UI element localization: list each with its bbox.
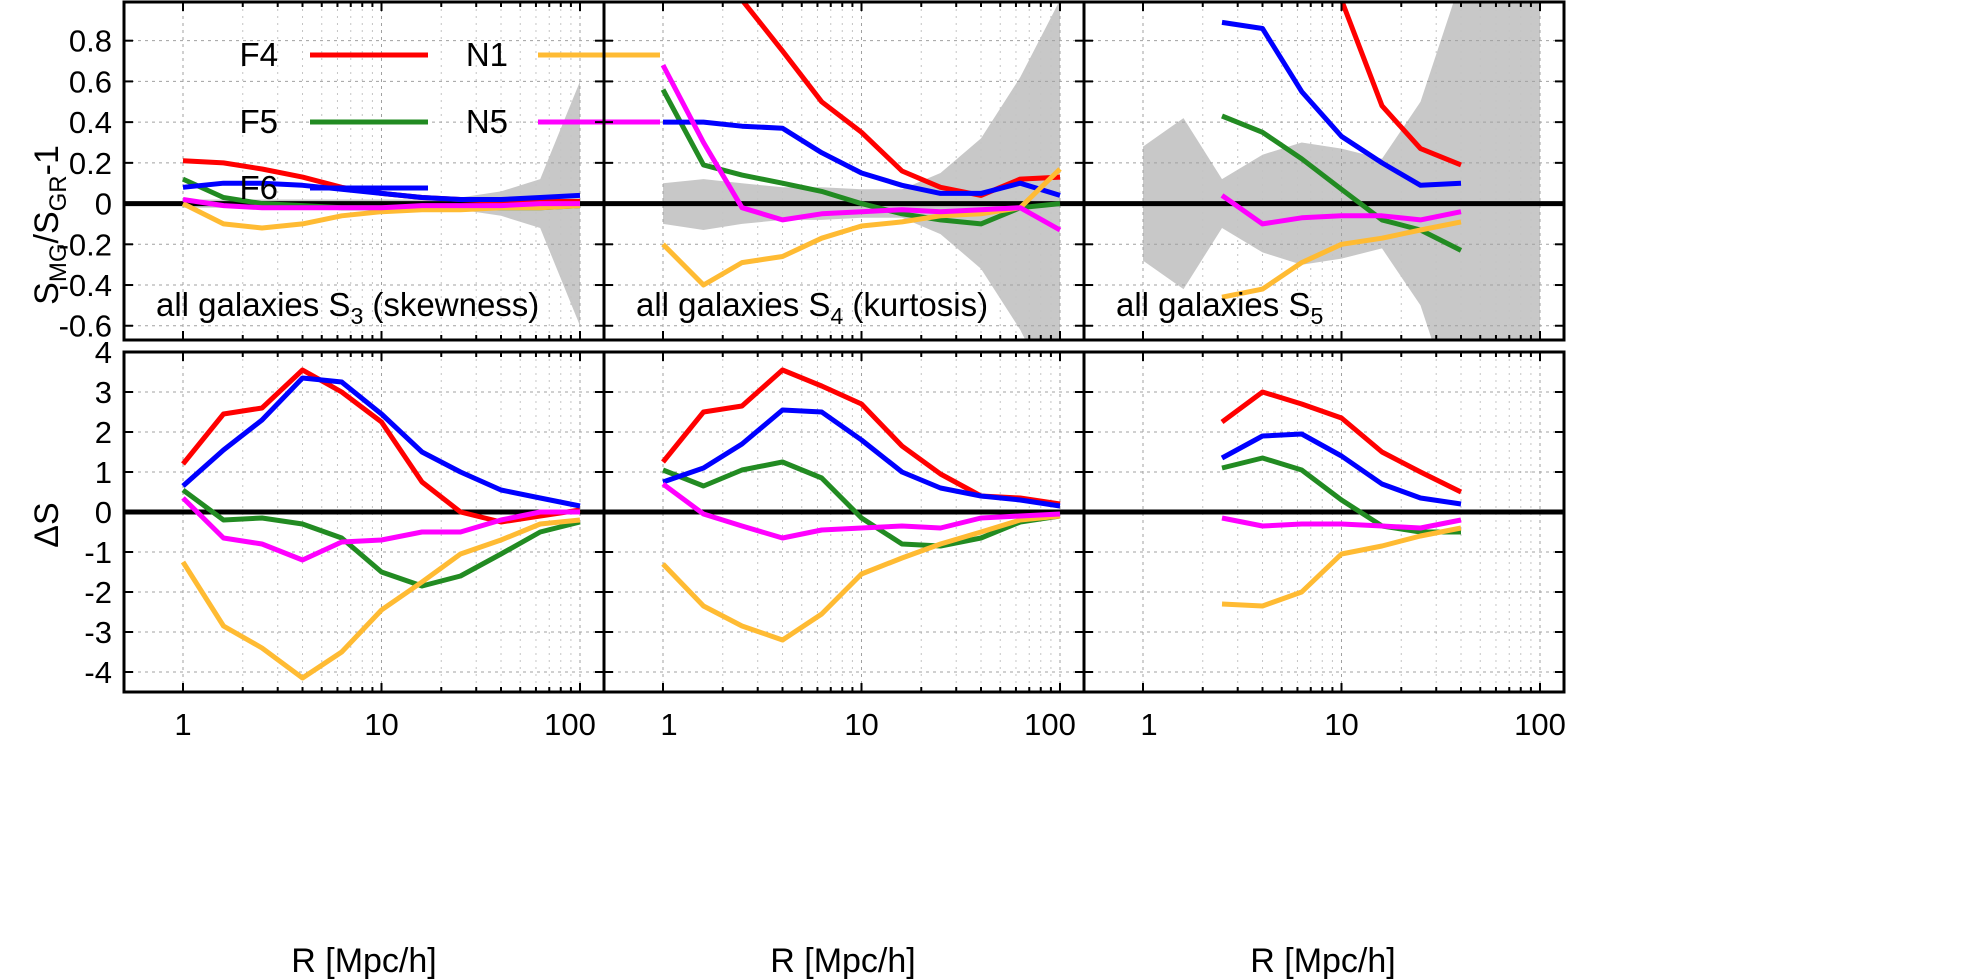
- legend-label-f6: F6: [239, 169, 278, 206]
- top-panel-2-series-f6: [663, 119, 1061, 198]
- top-y-tick-label: 0.6: [69, 64, 112, 99]
- top-y-tick-label: -0.2: [59, 227, 112, 262]
- top-y-tick-label: 0: [95, 187, 112, 222]
- bottom-panel-3-series-f4: [1220, 389, 1463, 495]
- bottom-y-tick-label: -1: [84, 535, 112, 570]
- panel-title-2-text: all galaxies S: [636, 286, 830, 323]
- tick-label-layer: -0.6 -0.4 -0.2 0 0.2 0.4 0.6 0.8 -4 -3 -2 -1 0 1 2 3 4 1 1…: [59, 24, 1566, 742]
- top-panel-2-series-n5: [660, 63, 1062, 233]
- top-panel-3-series-n1: [1221, 219, 1462, 300]
- top-panel-1-series-f6: [182, 180, 581, 202]
- bottom-panel-1-series-n5: [181, 496, 580, 563]
- panel-title-1-subscript: 3: [350, 303, 363, 329]
- x-tick-label-1: 100: [544, 707, 596, 742]
- x-axis-label-3: R [Mpc/h]: [1250, 942, 1395, 980]
- bottom-y-tick-label: 3: [95, 375, 112, 410]
- series-layer: [180, 2, 1463, 681]
- x-tick-label-3: 10: [1324, 707, 1358, 742]
- bottom-panel-1-series-f4: [181, 367, 581, 525]
- x-tick-label-1: 1: [174, 707, 191, 742]
- x-tick-label-2: 1: [660, 707, 677, 742]
- bottom-panel-1-series-f6: [181, 375, 581, 509]
- panel-title-1: all galaxies S3 (skewness): [156, 286, 539, 329]
- legend-label-f5: F5: [239, 103, 278, 140]
- legend-label-n1: N1: [466, 36, 508, 73]
- y-axis-label-bottom: ΔS: [28, 502, 66, 547]
- bottom-panel-3-series-n1: [1221, 525, 1462, 609]
- panel-title-2-suffix: (kurtosis): [843, 286, 988, 323]
- bottom-panel-1-series-f5: [181, 487, 581, 589]
- panel-title-3: all galaxies S5: [1116, 286, 1323, 329]
- bottom-y-tick-label: -3: [84, 615, 112, 650]
- top-panel-3-series-f4: [1339, 2, 1462, 168]
- top-panel-3-frame: [1082, 0, 1566, 342]
- x-axis-label-2: R [Mpc/h]: [770, 942, 915, 980]
- bottom-y-tick-label: 0: [95, 495, 112, 530]
- x-tick-label-2: 10: [844, 707, 878, 742]
- bottom-panel-2-series-n1: [661, 513, 1061, 643]
- bottom-y-tick-label: 2: [95, 415, 112, 450]
- top-panel-3-series-n5: [1220, 193, 1462, 227]
- bottom-panel-2-series-n5: [661, 481, 1061, 541]
- frame-layer: [122, 0, 1566, 694]
- top-panel-1-series-n1: [181, 201, 581, 231]
- bottom-y-tick-label: -4: [84, 655, 112, 690]
- top-y-tick-label: -0.6: [59, 309, 112, 344]
- top-y-tick-label: -0.4: [59, 268, 112, 303]
- x-tick-label-3: 1: [1140, 707, 1157, 742]
- bottom-panel-2-series-f5: [662, 459, 1061, 549]
- bottom-y-tick-label: 4: [95, 335, 112, 370]
- panel-title-3-subscript: 5: [1310, 303, 1323, 329]
- top-panel-3-series-f6: [1221, 19, 1462, 188]
- bottom-panel-3-series-n5: [1221, 515, 1462, 531]
- grid-layer: [124, 2, 1564, 692]
- panel-title-1-text: all galaxies S: [156, 286, 350, 323]
- panel-title-1-suffix: (skewness): [363, 286, 539, 323]
- bottom-y-tick-label: -2: [84, 575, 112, 610]
- x-tick-label-3: 100: [1514, 707, 1566, 742]
- bottom-panel-3-series-f5: [1221, 455, 1461, 535]
- x-tick-label-2: 100: [1024, 707, 1076, 742]
- bottom-panel-2-series-f6: [662, 407, 1061, 509]
- panel-title-2: all galaxies S4 (kurtosis): [636, 286, 988, 329]
- x-axis-label-1: R [Mpc/h]: [291, 942, 436, 980]
- bottom-panel-3-series-f6: [1220, 431, 1462, 507]
- panel-title-2-subscript: 4: [830, 303, 843, 329]
- y-axis-label-top: SMG/SGR-1: [28, 145, 72, 305]
- legend-label-f4: F4: [239, 36, 278, 73]
- top-panel-1-series-n5: [182, 197, 580, 211]
- panel-title-layer: all galaxies S3 (skewness) all galaxies S…: [156, 286, 1323, 329]
- top-y-tick-label: 0.4: [69, 105, 112, 140]
- x-tick-label-1: 10: [364, 707, 398, 742]
- legend-label-n5: N5: [466, 103, 508, 140]
- tick-layer: [124, 2, 1564, 692]
- bottom-panel-3-frame: [1082, 350, 1566, 694]
- top-y-tick-label: 0.8: [69, 24, 112, 59]
- panel-title-3-text: all galaxies S: [1116, 286, 1310, 323]
- bottom-panel-1-series-n1: [180, 517, 581, 681]
- bottom-y-tick-label: 1: [95, 455, 112, 490]
- top-panel-2-series-f5: [660, 88, 1061, 227]
- top-y-tick-label: 0.2: [69, 146, 112, 181]
- top-panel-2-series-n1: [661, 167, 1062, 288]
